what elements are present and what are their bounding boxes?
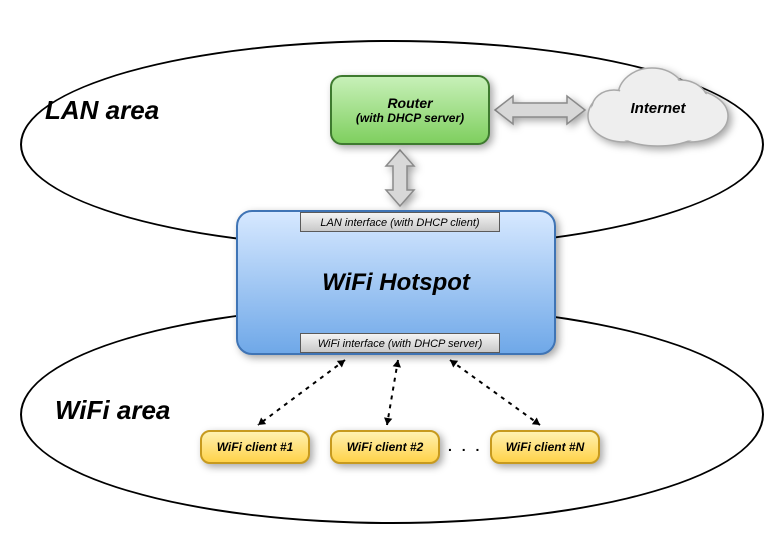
router-node: Router (with DHCP server) [330,75,490,145]
wifi-interface-label: WiFi interface (with DHCP server) [300,333,500,353]
internet-label: Internet [613,100,703,117]
hotspot-title: WiFi Hotspot [322,269,470,297]
router-subtitle: (with DHCP server) [356,111,464,125]
wifi-client-n: WiFi client #N [490,430,600,464]
wifi-client-2-label: WiFi client #2 [347,440,424,454]
wifi-client-1-label: WiFi client #1 [217,440,294,454]
lan-interface-label: LAN interface (with DHCP client) [300,212,500,232]
clients-ellipsis: . . . [448,438,482,454]
router-title: Router [387,95,432,111]
lan-area-label: LAN area [45,95,159,126]
diagram-stage: { "canvas": { "w": 779, "h": 539, "bg": … [0,0,779,539]
wifi-client-2: WiFi client #2 [330,430,440,464]
wifi-client-1: WiFi client #1 [200,430,310,464]
wifi-area-label: WiFi area [55,395,170,426]
wifi-client-n-label: WiFi client #N [506,440,585,454]
